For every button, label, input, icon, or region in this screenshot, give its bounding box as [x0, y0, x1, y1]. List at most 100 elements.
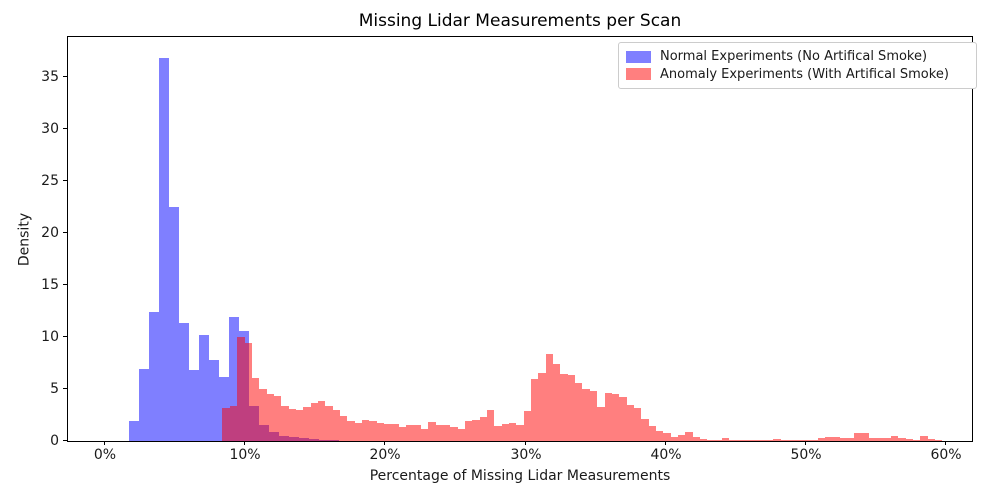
histogram-bar-anomaly	[553, 364, 560, 441]
histogram-bar-anomaly	[480, 417, 487, 441]
histogram-bar-anomaly	[832, 437, 840, 441]
histogram-bar-anomaly	[898, 438, 906, 441]
histogram-bar-anomaly	[472, 420, 480, 441]
histogram-bar-anomaly	[245, 343, 252, 441]
histogram-bar-anomaly	[355, 423, 362, 441]
histogram-bar-anomaly	[605, 393, 612, 441]
x-tick-mark	[525, 441, 526, 445]
legend-entry-normal: Normal Experiments (No Artifical Smoke)	[626, 48, 968, 65]
histogram-bar-anomaly	[531, 379, 538, 441]
histogram-bar-anomaly	[318, 401, 325, 441]
histogram-bar-anomaly	[516, 425, 524, 441]
histogram-bar-anomaly	[869, 438, 876, 441]
histogram-bar-anomaly	[575, 383, 582, 441]
histogram-bar-anomaly	[891, 436, 898, 441]
y-tick-mark	[63, 232, 67, 233]
histogram-bar-anomaly	[267, 394, 274, 441]
x-tick-mark	[665, 441, 666, 445]
histogram-bar-anomaly	[347, 421, 355, 441]
histogram-bar-anomaly	[707, 440, 715, 441]
histogram-bar-anomaly	[700, 439, 707, 441]
histogram-layer-anomaly	[68, 37, 972, 441]
histogram-bar-anomaly	[399, 427, 406, 441]
histogram-bar-anomaly	[906, 439, 913, 441]
x-tick-label: 0%	[93, 447, 117, 463]
histogram-bar-normal	[159, 58, 169, 441]
legend-label-anomaly: Anomaly Experiments (With Artifical Smok…	[660, 66, 949, 82]
histogram-bar-anomaly	[729, 440, 737, 441]
histogram-bar-anomaly	[582, 389, 590, 441]
y-tick-mark	[63, 440, 67, 441]
histogram-bar-normal	[209, 360, 219, 441]
histogram-bar-anomaly	[436, 425, 443, 441]
histogram-bar-anomaly	[818, 438, 825, 441]
y-tick-label: 15	[41, 277, 59, 293]
histogram-bar-anomaly	[568, 375, 575, 441]
histogram-bar-anomaly	[311, 403, 318, 441]
histogram-bar-anomaly	[862, 433, 869, 441]
histogram-bar-anomaly	[406, 425, 414, 441]
histogram-bar-anomaly	[619, 397, 627, 441]
histogram-bar-anomaly	[773, 439, 781, 441]
histogram-bar-anomaly	[840, 438, 847, 441]
histogram-bar-normal	[179, 323, 189, 441]
histogram-bar-anomaly	[414, 425, 421, 441]
histogram-bar-normal	[129, 421, 139, 441]
x-tick-mark	[244, 441, 245, 445]
histogram-bar-anomaly	[369, 421, 377, 441]
legend-entry-anomaly: Anomaly Experiments (With Artifical Smok…	[626, 66, 968, 83]
histogram-bar-anomaly	[325, 406, 333, 441]
histogram-bar-anomaly	[656, 431, 663, 441]
histogram-bar-anomaly	[538, 373, 546, 441]
plot-area	[67, 36, 973, 442]
histogram-bar-normal	[149, 312, 159, 441]
histogram-bar-anomaly	[737, 440, 744, 441]
histogram-bar-anomaly	[494, 426, 502, 441]
histogram-bar-anomaly	[641, 419, 649, 441]
histogram-bar-anomaly	[678, 435, 685, 441]
histogram-bar-anomaly	[663, 433, 671, 441]
histogram-bar-anomaly	[803, 440, 810, 441]
x-tick-label: 40%	[650, 447, 682, 463]
histogram-bar-anomaly	[597, 407, 605, 441]
y-tick-mark	[63, 180, 67, 181]
y-tick-mark	[63, 76, 67, 77]
histogram-bar-normal	[189, 370, 199, 441]
histogram-bar-anomaly	[722, 438, 729, 441]
histogram-bar-anomaly	[450, 427, 458, 441]
y-tick-label: 35	[41, 69, 59, 85]
histogram-bar-anomaly	[391, 424, 399, 441]
histogram-bar-normal	[139, 369, 149, 441]
histogram-bar-anomaly	[340, 416, 347, 441]
histogram-bar-anomaly	[649, 426, 656, 441]
histogram-bar-normal	[229, 317, 239, 441]
y-tick-label: 30	[41, 121, 59, 137]
y-tick-mark	[63, 336, 67, 337]
histogram-bar-anomaly	[781, 440, 788, 441]
histogram-bar-anomaly	[935, 440, 942, 441]
histogram-bar-anomaly	[421, 429, 428, 441]
y-tick-label: 0	[50, 433, 59, 449]
histogram-bar-anomaly	[465, 421, 472, 441]
x-tick-mark	[384, 441, 385, 445]
histogram-bar-anomaly	[796, 440, 803, 441]
histogram-bar-anomaly	[487, 410, 494, 441]
x-tick-label: 50%	[790, 447, 822, 463]
histogram-bar-anomaly	[560, 374, 568, 441]
histogram-bar-anomaly	[281, 406, 289, 441]
histogram-bar-anomaly	[222, 408, 230, 441]
chart-title: Missing Lidar Measurements per Scan	[358, 11, 682, 31]
y-tick-label: 25	[41, 173, 59, 189]
histogram-bar-anomaly	[612, 394, 619, 441]
histogram-bar-anomaly	[913, 440, 920, 441]
y-tick-label: 10	[41, 329, 59, 345]
histogram-bar-anomaly	[788, 440, 796, 441]
x-tick-label: 10%	[229, 447, 261, 463]
x-tick-mark	[805, 441, 806, 445]
histogram-bar-anomaly	[876, 438, 884, 441]
histogram-bar-anomaly	[333, 410, 340, 441]
histogram-bar-anomaly	[252, 378, 259, 441]
histogram-bar-anomaly	[693, 437, 700, 441]
x-tick-mark	[104, 441, 105, 445]
